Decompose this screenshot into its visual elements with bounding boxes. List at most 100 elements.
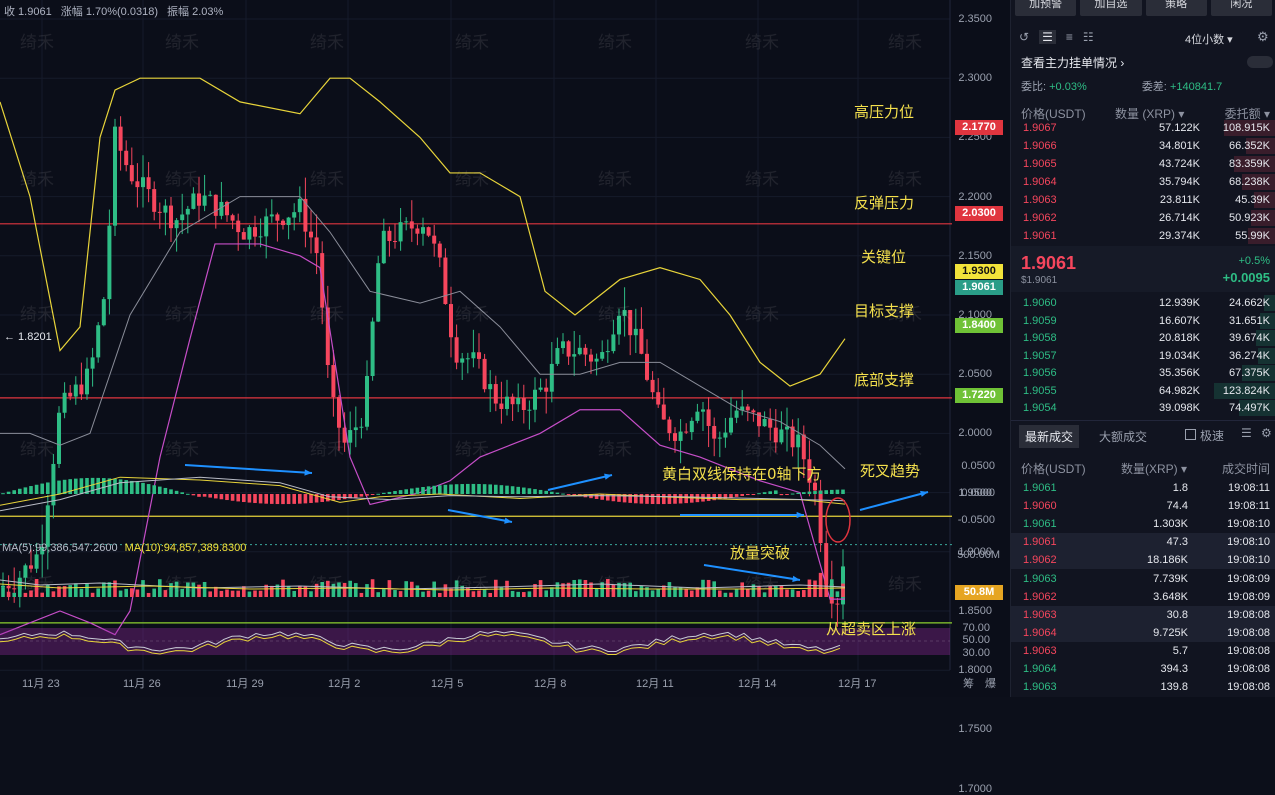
- bid-row[interactable]: 1.9055 64.982K 123.824K: [1011, 382, 1275, 400]
- trade-row[interactable]: 1.9063 5.7 19:08:08: [1011, 642, 1275, 660]
- trade-row-qty: 139.8: [1160, 681, 1188, 694]
- precision-select[interactable]: 4位小数 ▾: [1185, 34, 1233, 46]
- candle-body: [773, 427, 778, 443]
- macd-bar: [180, 492, 184, 494]
- main-orders-link[interactable]: 查看主力挂单情况 ›: [1021, 56, 1125, 70]
- candle-body: [185, 208, 190, 215]
- trade-row[interactable]: 1.9064 9.725K 19:08:08: [1011, 623, 1275, 642]
- volume-bar: [376, 592, 380, 597]
- mid-price-block: 1.9061 $1.9061 +0.5% +0.0095: [1011, 246, 1275, 292]
- add-alert-button[interactable]: 加预警: [1015, 0, 1077, 16]
- price-tick: 2.0500: [958, 368, 992, 381]
- main-orders-toggle[interactable]: [1247, 56, 1273, 68]
- asks-only-icon[interactable]: ☷: [1082, 30, 1094, 44]
- chip-button[interactable]: 筹: [963, 678, 974, 690]
- macd-bar: [622, 494, 627, 503]
- trade-row[interactable]: 1.9063 7.739K 19:08:09: [1011, 570, 1275, 588]
- tab-latest-trades[interactable]: 最新成交: [1019, 425, 1080, 448]
- candle-body: [633, 328, 638, 336]
- bid-row-price: 1.9054: [1023, 402, 1057, 414]
- ob-qty-header[interactable]: 数量 (XRP) ▾: [1115, 107, 1185, 121]
- ask-row[interactable]: 1.9066 34.801K 66.352K: [1011, 137, 1275, 155]
- candle-body: [230, 215, 235, 221]
- volume-bar: [690, 590, 694, 597]
- macd-axis-bottom: -0.0500: [957, 514, 995, 526]
- trade-row[interactable]: 1.9062 18.186K 19:08:10: [1011, 551, 1275, 570]
- candle-body: [661, 404, 666, 420]
- volume-bar: [79, 588, 84, 597]
- watermark: 绮禾: [310, 305, 344, 325]
- ask-row[interactable]: 1.9065 43.724K 83.359K: [1011, 155, 1275, 173]
- bid-row-price: 1.9056: [1023, 367, 1057, 379]
- macd-bar: [230, 494, 235, 501]
- candle-body: [717, 437, 722, 439]
- trade-row-price: 1.9063: [1023, 644, 1057, 657]
- ob-amount-header[interactable]: 委托额 ▾: [1224, 107, 1270, 121]
- ratio-row: 委比: +0.03% 委差: +140841.7: [1021, 78, 1222, 94]
- macd-bar: [734, 494, 739, 497]
- macd-bar: [522, 487, 526, 494]
- add-watchlist-button[interactable]: 加自选: [1080, 0, 1142, 16]
- both-sides-icon[interactable]: ☰: [1039, 30, 1056, 44]
- ask-row[interactable]: 1.9063 23.811K 45.39K: [1011, 191, 1275, 209]
- trend-arrow: [447, 509, 513, 523]
- macd-bar: [146, 484, 151, 494]
- bollinger-middle: [0, 196, 846, 470]
- trade-row[interactable]: 1.9063 139.8 19:08:08: [1011, 678, 1275, 696]
- ask-row[interactable]: 1.9067 57.122K 108.915K: [1011, 119, 1275, 137]
- volume-bar: [68, 585, 72, 597]
- macd-bar: [606, 494, 610, 501]
- bid-row[interactable]: 1.9056 35.356K 67.375K: [1011, 364, 1275, 382]
- trade-row[interactable]: 1.9064 394.3 19:08:08: [1011, 660, 1275, 678]
- change-label: 涨幅 1.70%(0.0318): [60, 6, 158, 18]
- macd-bar: [796, 492, 800, 494]
- bid-row[interactable]: 1.9058 20.818K 39.674K: [1011, 329, 1275, 347]
- trade-row-price: 1.9063: [1023, 681, 1057, 694]
- bid-row[interactable]: 1.9057 19.034K 36.274K: [1011, 347, 1275, 365]
- trade-row-price: 1.9063: [1023, 572, 1057, 585]
- volume-bar: [477, 590, 481, 597]
- settings-icon[interactable]: ⚙: [1257, 29, 1269, 44]
- bid-row[interactable]: 1.9060 12.939K 24.662K: [1011, 294, 1275, 312]
- bid-row[interactable]: 1.9059 16.607K 31.651K: [1011, 312, 1275, 330]
- liquidation-button[interactable]: 爆: [985, 678, 996, 690]
- macd-bar: [746, 494, 750, 496]
- trade-qty-header[interactable]: 数量(XRP) ▾: [1121, 462, 1188, 476]
- bids-only-icon[interactable]: ≡: [1065, 30, 1073, 44]
- candle-body: [740, 406, 745, 411]
- volume-bar: [107, 582, 112, 597]
- undo-icon[interactable]: ↺: [1019, 30, 1030, 44]
- order-book-panel: 加预警 加自选 策略 闲况 ↺ ☰ ≡ ☷ 4位小数 ▾ ⚙ 查看主力挂单情况 …: [1010, 0, 1275, 697]
- trade-row[interactable]: 1.9061 47.3 19:08:10: [1011, 533, 1275, 552]
- candle-body: [370, 321, 375, 377]
- trade-row[interactable]: 1.9061 1.303K 19:08:10: [1011, 515, 1275, 533]
- diff-value: +140841.7: [1169, 81, 1223, 93]
- trade-row[interactable]: 1.9062 3.648K 19:08:09: [1011, 588, 1275, 606]
- filter-icon[interactable]: ☰: [1241, 426, 1252, 440]
- strategy-button[interactable]: 策略: [1145, 0, 1207, 16]
- trade-row[interactable]: 1.9060 74.4 19:08:11: [1011, 497, 1275, 515]
- chart-area[interactable]: 收 1.9061 涨幅 1.70%(0.0318) 振幅 2.03% 绮禾 绮禾绮…: [0, 0, 1010, 795]
- candle-body: [6, 585, 11, 589]
- candle-body: [213, 194, 218, 216]
- fast-mode-checkbox[interactable]: 极速: [1185, 427, 1224, 444]
- tab-large-trades[interactable]: 大额成交: [1099, 430, 1148, 444]
- macd-bar: [645, 494, 649, 504]
- ask-row[interactable]: 1.9061 29.374K 55.99K: [1011, 227, 1275, 245]
- ask-row[interactable]: 1.9062 26.714K 50.923K: [1011, 209, 1275, 227]
- macd-bar: [191, 494, 196, 496]
- current-price-tag: 1.9061: [955, 280, 1003, 295]
- trade-row[interactable]: 1.9063 30.8 19:08:08: [1011, 605, 1275, 624]
- volume-bar: [785, 589, 789, 597]
- volume-bar: [757, 586, 761, 597]
- kline-chart[interactable]: [0, 0, 1010, 697]
- candle-body: [180, 214, 185, 221]
- bid-row[interactable]: 1.9054 39.098K 74.497K: [1011, 399, 1275, 417]
- ask-row[interactable]: 1.9064 35.794K 68.238K: [1011, 173, 1275, 191]
- overview-button[interactable]: 闲况: [1210, 0, 1272, 16]
- trade-settings-icon[interactable]: ⚙: [1261, 426, 1272, 440]
- macd-bar: [169, 489, 173, 494]
- volume-bar: [751, 584, 756, 597]
- close-label: 收 1.9061: [4, 6, 52, 18]
- trade-row[interactable]: 1.9061 1.8 19:08:11: [1011, 479, 1275, 497]
